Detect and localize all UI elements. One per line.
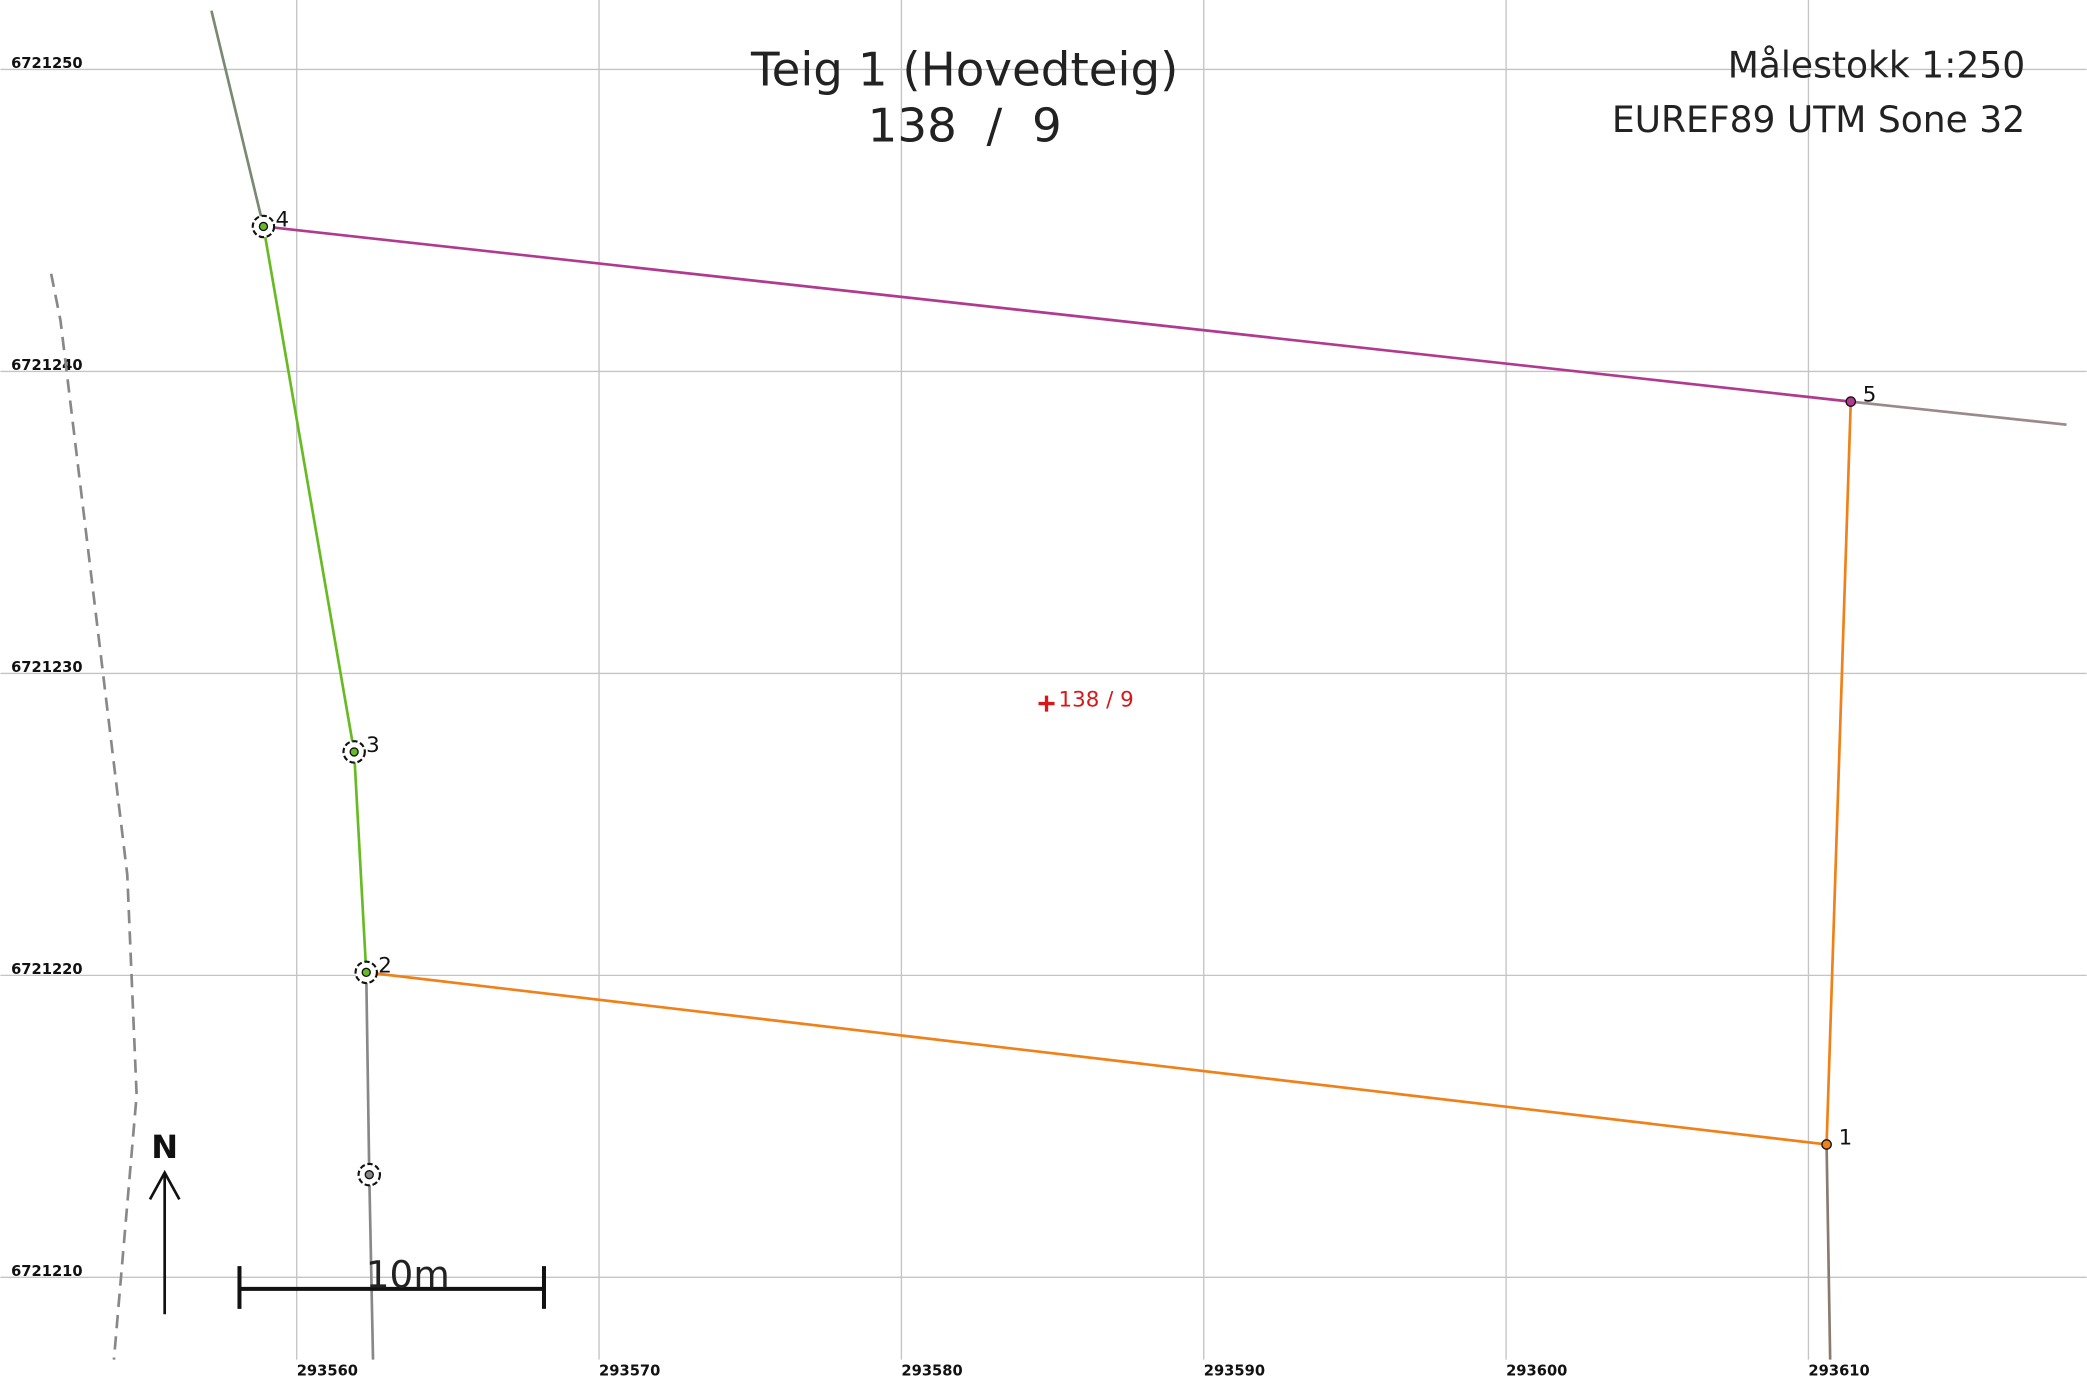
x-tick-label: 293590 bbox=[1204, 1363, 1265, 1377]
boundary-point bbox=[1821, 1139, 1832, 1150]
boundary-line bbox=[1825, 401, 1853, 1145]
boundary-line bbox=[367, 1174, 375, 1360]
point-label: 5 bbox=[1863, 383, 1877, 408]
x-tick-label: 293600 bbox=[1506, 1363, 1567, 1377]
north-arrow bbox=[148, 1169, 181, 1315]
boundary-line bbox=[262, 226, 356, 753]
north-label: N bbox=[151, 1128, 178, 1166]
x-tick-label: 293570 bbox=[599, 1363, 660, 1377]
y-tick-label: 6721240 bbox=[11, 357, 83, 374]
y-tick-label: 6721220 bbox=[11, 961, 83, 978]
boundary-line bbox=[366, 971, 1827, 1146]
boundary-line bbox=[1825, 1144, 1832, 1360]
boundary-line bbox=[263, 225, 1851, 403]
boundary-point bbox=[361, 967, 371, 978]
parcel-label: 138 / 9 bbox=[1059, 687, 1134, 712]
boundary-point bbox=[349, 747, 359, 757]
crs-text: EUREF89 UTM Sone 32 bbox=[1612, 99, 2025, 141]
boundary-lines bbox=[210, 10, 2067, 1360]
point-label: 2 bbox=[378, 953, 392, 978]
boundary-line bbox=[210, 10, 265, 227]
y-tick-label: 6721230 bbox=[11, 659, 83, 676]
subtitle: 138 / 9 bbox=[868, 100, 1062, 154]
x-tick-label: 293560 bbox=[297, 1363, 358, 1377]
point-label: 1 bbox=[1839, 1125, 1853, 1150]
parcel-marker bbox=[1038, 695, 1055, 712]
scale-text: Målestokk 1:250 bbox=[1728, 44, 2025, 86]
boundary-line bbox=[364, 972, 371, 1175]
dashed-boundary bbox=[49, 273, 138, 1360]
y-tick-label: 6721210 bbox=[11, 1263, 83, 1280]
title: Teig 1 (Hovedteig) bbox=[750, 43, 1178, 97]
point-label: 3 bbox=[366, 733, 380, 758]
boundary-point bbox=[258, 221, 269, 232]
boundary-point bbox=[364, 1170, 374, 1180]
y-tick-label: 6721250 bbox=[11, 55, 83, 72]
scale-bar-label: 10m bbox=[366, 1253, 450, 1297]
scale-bar bbox=[237, 1266, 546, 1309]
boundary-line bbox=[352, 751, 368, 973]
point-label: 4 bbox=[275, 207, 289, 232]
boundary-point bbox=[1845, 396, 1857, 407]
boundary-points: 1 2 3 4 5 138 / 9 bbox=[251, 207, 1877, 1187]
boundary-line bbox=[1850, 400, 2067, 427]
x-tick-label: 293580 bbox=[901, 1363, 962, 1377]
x-tick-label: 293610 bbox=[1808, 1363, 1869, 1377]
